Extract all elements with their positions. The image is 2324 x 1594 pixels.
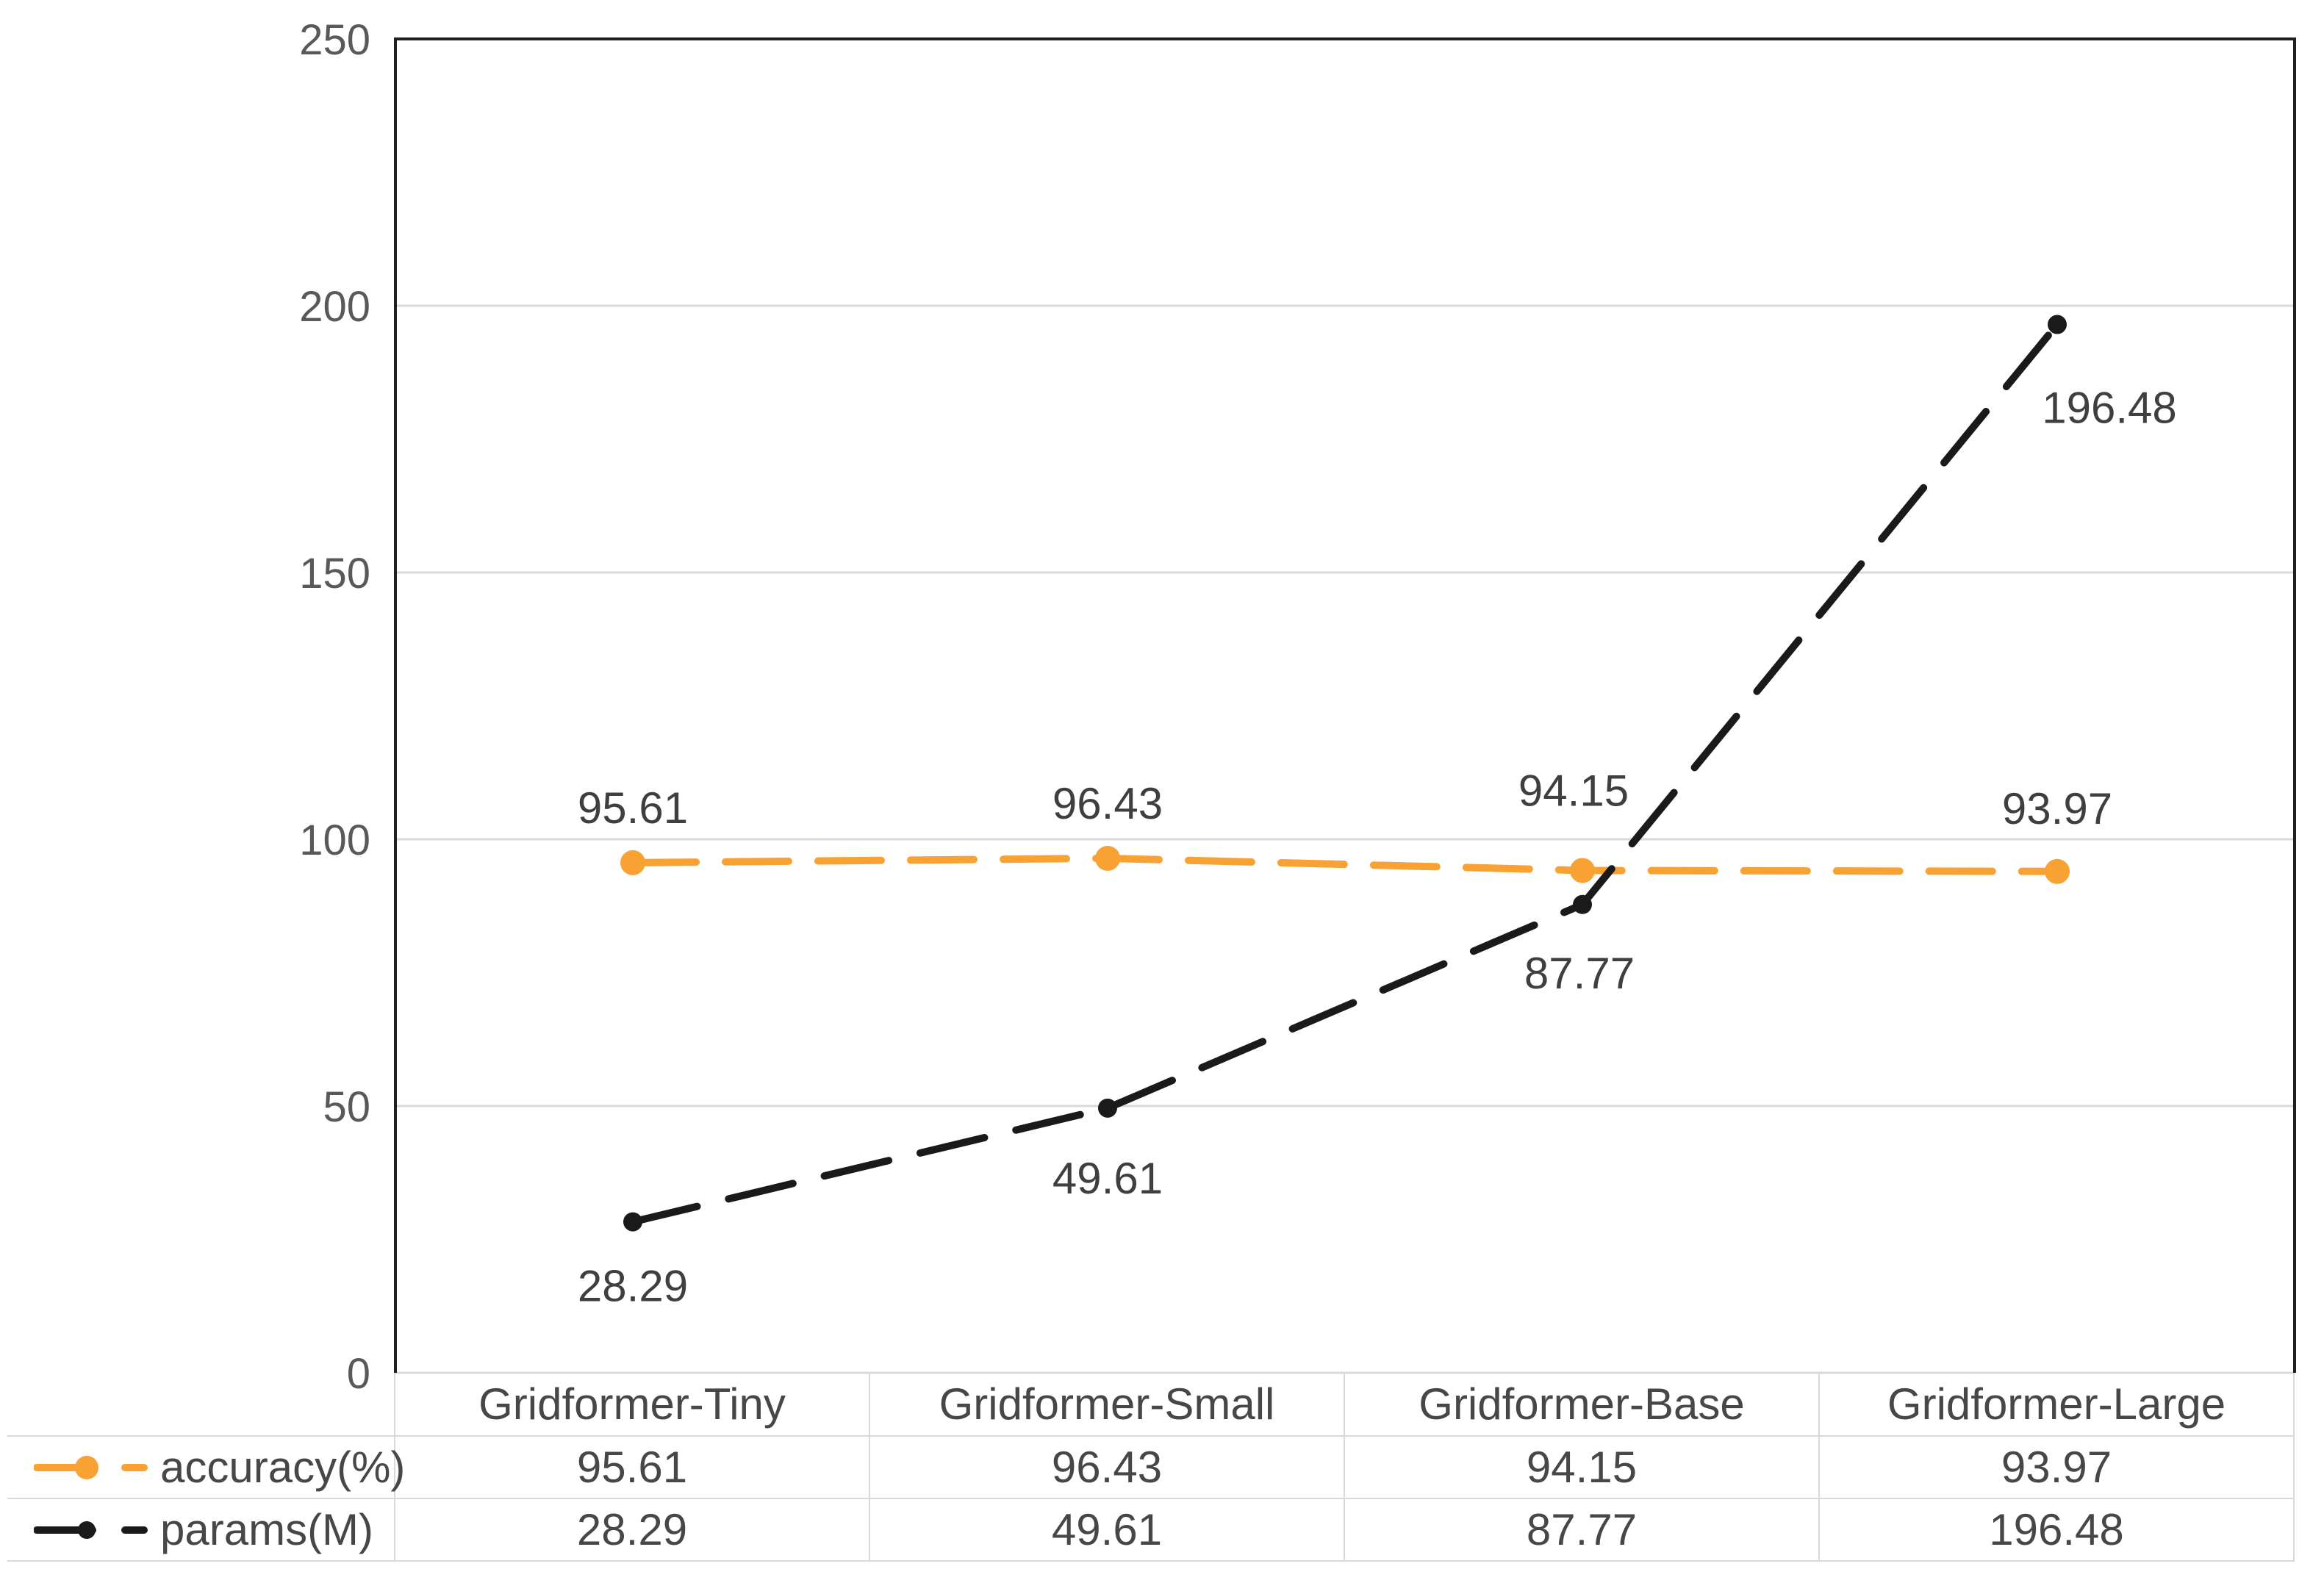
- y-axis-tick-label: 0: [347, 1350, 370, 1398]
- legend-item-params: params(M): [7, 1499, 395, 1562]
- y-axis-tick-label: 250: [299, 16, 370, 64]
- table-header-gridformer-large: Gridformer-Large: [1820, 1373, 2295, 1437]
- series-line-accuracy(%): [629, 854, 2061, 875]
- accuracy-value-large: 93.97: [1820, 1437, 2295, 1499]
- params-value-large: 196.48: [1820, 1499, 2295, 1562]
- legend-item-accuracy: accuracy(%): [7, 1437, 405, 1499]
- data-label: 28.29: [578, 1262, 688, 1311]
- data-point-marker: [1570, 858, 1595, 883]
- data-point-marker: [2048, 315, 2067, 334]
- data-point-marker: [623, 1212, 642, 1232]
- accuracy-value-tiny: 95.61: [395, 1437, 870, 1499]
- data-point-marker: [1573, 894, 1592, 914]
- data-point-marker: [2045, 858, 2070, 884]
- data-label: 196.48: [2042, 384, 2177, 433]
- params-series-legend-key-icon: [34, 1521, 148, 1539]
- table-corner-cell: [7, 1373, 395, 1437]
- data-table: Gridformer-Tiny Gridformer-Small Gridfor…: [7, 1373, 2295, 1562]
- y-axis-tick-label: 200: [299, 283, 370, 331]
- accuracy-value-small: 96.43: [870, 1437, 1345, 1499]
- data-point-marker: [1095, 845, 1120, 871]
- table-header-gridformer-base: Gridformer-Base: [1345, 1373, 1820, 1437]
- params-value-tiny: 28.29: [395, 1499, 870, 1562]
- params-value-small: 49.61: [870, 1499, 1345, 1562]
- plot-border: [394, 37, 2296, 1373]
- data-label: 49.61: [1052, 1154, 1163, 1203]
- accuracy-value-base: 94.15: [1345, 1437, 1820, 1499]
- data-label: 95.61: [578, 783, 688, 833]
- data-label: 94.15: [1518, 766, 1629, 815]
- series-line-params(M): [629, 320, 2061, 1226]
- table-header-gridformer-small: Gridformer-Small: [870, 1373, 1345, 1437]
- data-label: 93.97: [2002, 784, 2112, 833]
- y-axis-tick-label: 150: [299, 550, 370, 597]
- accuracy-series-legend-key-icon: [34, 1455, 148, 1479]
- data-point-marker: [620, 850, 645, 875]
- data-label: 96.43: [1052, 779, 1163, 828]
- legend-label-accuracy: accuracy(%): [160, 1443, 406, 1492]
- data-point-marker: [1098, 1098, 1117, 1118]
- y-axis-tick-label: 100: [299, 816, 370, 864]
- data-label: 87.77: [1524, 949, 1635, 998]
- params-value-base: 87.77: [1345, 1499, 1820, 1562]
- table-header-gridformer-tiny: Gridformer-Tiny: [395, 1373, 870, 1437]
- legend-label-params: params(M): [160, 1505, 374, 1554]
- y-axis-tick-label: 50: [323, 1083, 370, 1131]
